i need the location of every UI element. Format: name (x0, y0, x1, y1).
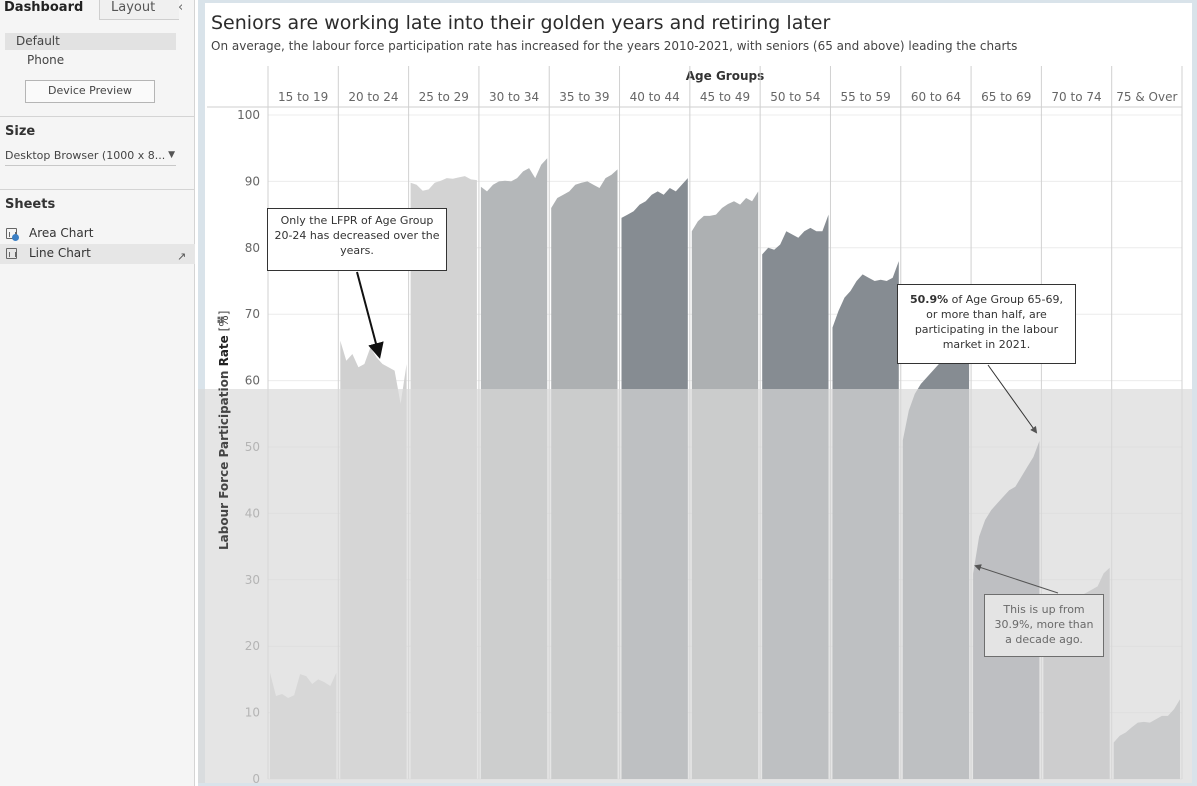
sheet-item-label: Area Chart (29, 226, 94, 240)
open-external-icon[interactable]: ↗ (177, 250, 187, 263)
category-label: 15 to 19 (278, 90, 328, 104)
category-label: 65 to 69 (981, 90, 1031, 104)
y-tick-label: 80 (245, 241, 260, 255)
sheets-heading: Sheets (5, 197, 56, 212)
selection-overlay (198, 389, 1192, 783)
divider (0, 189, 195, 190)
size-heading: Size (5, 124, 36, 139)
annotation-pointer (987, 364, 1038, 434)
annotation-pointer (356, 271, 384, 359)
divider (0, 116, 195, 117)
category-label: 40 to 44 (630, 90, 680, 104)
size-dropdown[interactable]: Desktop Browser (1000 x 8... ▼ (5, 148, 176, 166)
category-label: 20 to 24 (348, 90, 398, 104)
annotation-highlight: 50.9% (910, 293, 949, 306)
annotation-pointer (974, 564, 1059, 594)
category-label: 30 to 34 (489, 90, 539, 104)
annotation-text: This is up from 30.9%, more than a decad… (994, 603, 1094, 646)
category-label: 25 to 29 (419, 90, 469, 104)
pane-tabbar: Dashboard Layout ‹ (0, 0, 195, 20)
category-label: 70 to 74 (1051, 90, 1101, 104)
category-label: 50 to 54 (770, 90, 820, 104)
device-option-phone[interactable]: Phone (27, 53, 65, 67)
tab-layout[interactable]: Layout (99, 0, 179, 20)
annotation-up-from[interactable]: This is up from 30.9%, more than a decad… (984, 594, 1104, 657)
chevron-left-icon[interactable]: ‹ (178, 0, 184, 15)
sheet-item-area-chart[interactable]: Area Chart (0, 224, 195, 244)
y-tick-label: 70 (245, 307, 260, 321)
category-label: 55 to 59 (841, 90, 891, 104)
check-badge-icon (12, 234, 19, 241)
sheet-icon (6, 248, 17, 259)
sheet-item-label: Line Chart (29, 246, 91, 260)
annotation-65-69[interactable]: 50.9% of Age Group 65-69, or more than h… (897, 284, 1076, 364)
tab-dashboard[interactable]: Dashboard (4, 0, 84, 15)
dashboard-subtitle: On average, the labour force participati… (211, 39, 1018, 53)
sheet-item-line-chart[interactable]: Line Chart ↗ (0, 244, 195, 264)
dashboard-title: Seniors are working late into their gold… (211, 12, 831, 34)
chevron-down-icon: ▼ (168, 150, 175, 160)
dashboard-side-pane: Dashboard Layout ‹ Default Phone Device … (0, 0, 195, 786)
annotation-text: Only the LFPR of Age Group 20-24 has dec… (274, 214, 440, 257)
annotation-20-24[interactable]: Only the LFPR of Age Group 20-24 has dec… (267, 208, 447, 271)
category-label: 75 & Over (1116, 90, 1177, 104)
y-tick-label: 100 (237, 108, 260, 122)
category-label: 60 to 64 (911, 90, 961, 104)
device-preview-button[interactable]: Device Preview (25, 80, 155, 103)
y-tick-label: 60 (245, 374, 260, 388)
size-value: Desktop Browser (1000 x 8... (5, 149, 166, 162)
category-label: 35 to 39 (559, 90, 609, 104)
device-option-default[interactable]: Default (5, 33, 176, 50)
y-tick-label: 90 (245, 174, 260, 188)
x-header-label: Age Groups (686, 69, 764, 83)
y-axis-label: Labour Force Participation Rate [%] (217, 311, 231, 550)
annotation-text: of Age Group 65-69, or more than half, a… (914, 293, 1063, 351)
category-label: 45 to 49 (700, 90, 750, 104)
